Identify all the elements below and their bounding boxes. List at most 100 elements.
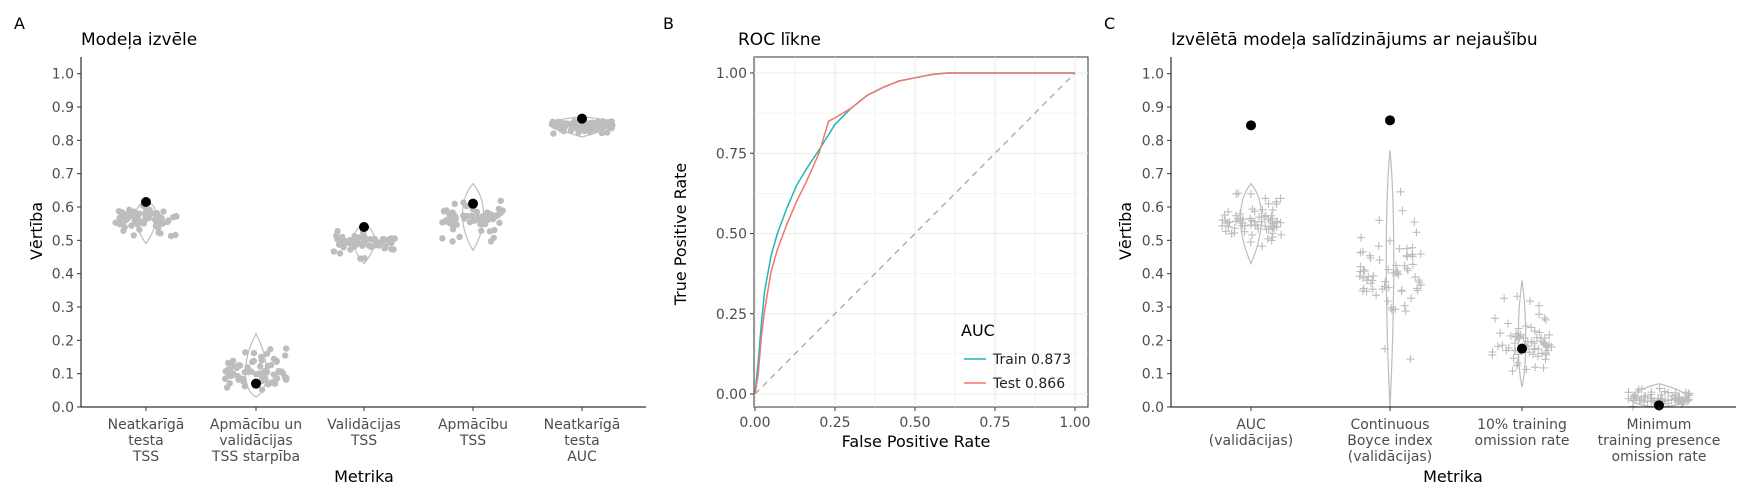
- data-point: [1545, 331, 1554, 340]
- data-point: [1384, 265, 1393, 274]
- data-point: [1490, 314, 1499, 323]
- data-point: [340, 237, 348, 244]
- data-point: [1408, 260, 1417, 269]
- x-tick-label: (validācijas): [1348, 449, 1432, 465]
- data-point: [1387, 303, 1396, 312]
- y-tick-label: 1.0: [1142, 67, 1164, 83]
- data-point: [581, 127, 588, 135]
- data-point: [1381, 277, 1390, 286]
- panel-b-xlabel: False Positive Rate: [842, 432, 991, 451]
- data-point: [1675, 396, 1684, 405]
- data-point: [1366, 279, 1375, 288]
- data-point: [1383, 297, 1392, 306]
- data-point: [466, 218, 474, 226]
- data-point: [1272, 197, 1281, 206]
- data-point: [270, 371, 278, 378]
- panel-c-xlabel: Metrika: [1423, 467, 1483, 486]
- y-tick-label: 0.7: [52, 167, 74, 183]
- data-point: [379, 238, 386, 245]
- panel-c-selected-points: [1246, 115, 1664, 411]
- data-point: [1372, 291, 1381, 300]
- data-point: [1655, 384, 1664, 393]
- data-point: [1408, 243, 1417, 252]
- data-point: [1365, 251, 1374, 260]
- data-point: [1414, 276, 1423, 285]
- data-point: [1624, 388, 1633, 397]
- data-point: [1264, 199, 1273, 208]
- panel-a-xlabel: Metrika: [334, 467, 394, 486]
- data-point: [160, 208, 167, 215]
- data-point: [1535, 310, 1544, 319]
- x-tick-label: 10% training: [1477, 417, 1567, 433]
- data-point: [1224, 222, 1233, 231]
- data-point: [264, 363, 272, 370]
- data-point: [1684, 396, 1693, 405]
- y-tick-label: 0.2: [1142, 333, 1164, 349]
- data-point: [1512, 361, 1521, 370]
- data-point: [239, 375, 246, 383]
- data-point: [365, 242, 372, 249]
- data-point: [1512, 329, 1521, 338]
- data-point: [497, 207, 504, 215]
- data-point: [1375, 256, 1384, 265]
- data-point: [356, 240, 363, 247]
- data-point: [158, 215, 165, 222]
- selected-model-point: [251, 378, 261, 389]
- data-point: [1218, 216, 1227, 225]
- data-point: [357, 255, 364, 262]
- y-tick-label: 0.6: [52, 200, 74, 216]
- data-point: [267, 346, 274, 353]
- data-point: [1647, 388, 1656, 397]
- panel-b-lines: [754, 72, 1076, 395]
- data-point: [1358, 273, 1367, 282]
- data-point: [1641, 392, 1650, 401]
- panel-b-y-ticks: 0.00 0.25 0.50 0.75 1.00: [716, 66, 754, 403]
- y-tick-label: 0.5: [52, 233, 74, 249]
- x-tick-label: 1.00: [1059, 415, 1090, 431]
- y-tick-label: 0.7: [1142, 167, 1164, 183]
- y-tick-label: 1.00: [716, 66, 747, 82]
- data-point: [588, 124, 595, 132]
- panel-b-plot-area: [753, 56, 1089, 408]
- data-point: [1236, 214, 1245, 223]
- data-point: [1396, 187, 1405, 196]
- data-point: [550, 130, 557, 137]
- panel-c-points: [1218, 187, 1694, 411]
- data-point: [250, 357, 258, 365]
- data-point: [254, 370, 261, 378]
- data-point: [486, 228, 494, 235]
- data-point: [356, 234, 363, 241]
- violin-outline: [134, 199, 158, 245]
- y-tick-label: 0.3: [1142, 300, 1164, 316]
- data-point: [1268, 233, 1277, 242]
- y-tick-label: 0.9: [1142, 100, 1164, 116]
- data-point: [170, 213, 177, 221]
- data-point: [1519, 333, 1528, 342]
- data-point: [481, 220, 489, 228]
- y-tick-label: 0.50: [716, 227, 747, 243]
- data-point: [1384, 283, 1393, 292]
- data-point: [1496, 329, 1505, 338]
- data-point: [330, 248, 338, 255]
- data-point: [1392, 261, 1401, 270]
- data-point: [1261, 222, 1270, 231]
- x-tick-label: TSS: [350, 433, 377, 449]
- x-tick-label: omission rate: [1612, 449, 1707, 465]
- panel-a-y-ticks: 0.0 0.1 0.2 0.3 0.4 0.5 0.6 0.7 0.8 0.9 1.0: [52, 67, 81, 416]
- data-point: [1406, 355, 1415, 364]
- data-point: [1395, 244, 1404, 253]
- data-point: [1227, 229, 1236, 238]
- data-point: [463, 202, 470, 210]
- data-point: [1221, 227, 1230, 236]
- data-point: [1268, 221, 1277, 230]
- diagonal-reference-line: [754, 72, 1076, 395]
- data-point: [1398, 206, 1407, 215]
- data-point: [573, 125, 581, 132]
- data-point: [1247, 216, 1256, 225]
- y-tick-label: 0.0: [52, 400, 74, 416]
- data-point: [1368, 285, 1377, 294]
- data-point: [1522, 365, 1531, 374]
- data-point: [1539, 363, 1548, 372]
- data-point: [1273, 217, 1282, 226]
